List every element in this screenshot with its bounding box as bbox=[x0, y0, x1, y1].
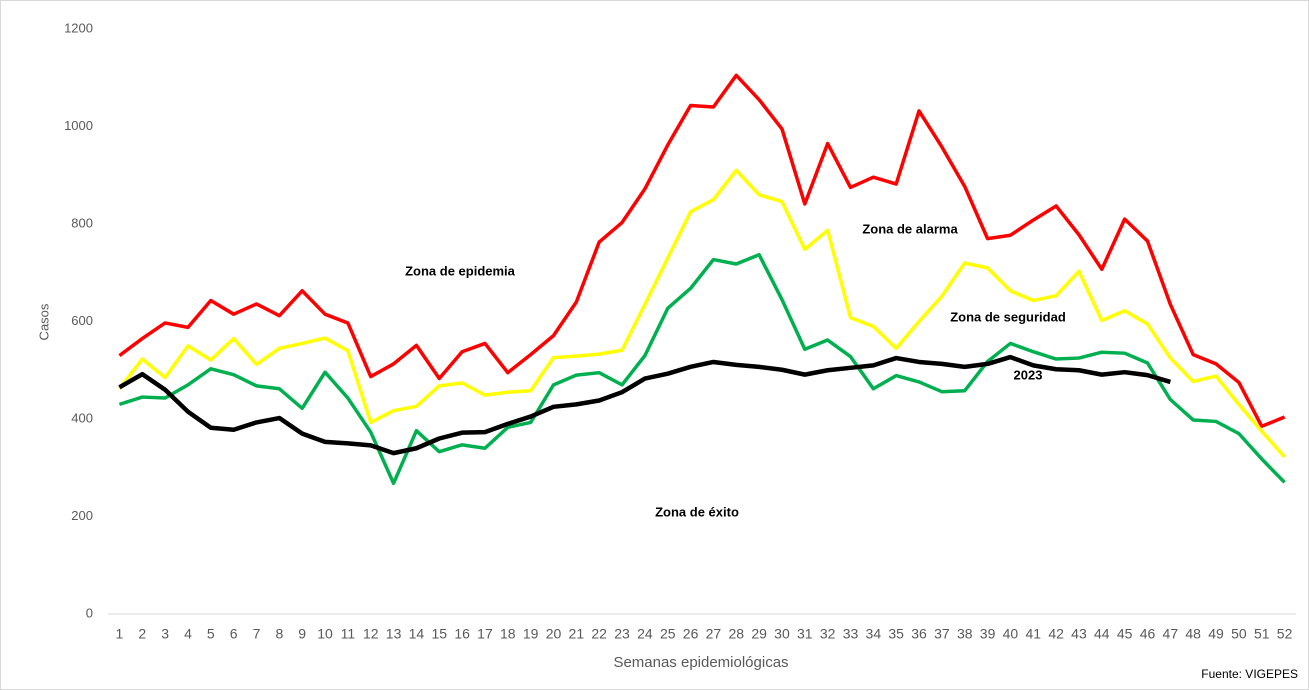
annotation: Zona de éxito bbox=[655, 504, 739, 519]
x-tick-label: 12 bbox=[363, 626, 379, 642]
x-tick-label: 26 bbox=[683, 626, 699, 642]
x-tick-label: 48 bbox=[1185, 626, 1201, 642]
y-tick-label: 1000 bbox=[64, 118, 93, 133]
x-tick-label: 41 bbox=[1025, 626, 1041, 642]
x-tick-label: 9 bbox=[298, 626, 306, 642]
x-tick-label: 34 bbox=[866, 626, 882, 642]
y-tick-label: 800 bbox=[71, 215, 93, 230]
annotation: Zona de seguridad bbox=[950, 309, 1066, 324]
x-tick-label: 32 bbox=[820, 626, 836, 642]
x-tick-label: 20 bbox=[546, 626, 562, 642]
y-tick-label: 600 bbox=[71, 313, 93, 328]
series-line bbox=[118, 252, 1286, 486]
y-tick-label: 200 bbox=[71, 508, 93, 523]
x-tick-label: 30 bbox=[774, 626, 790, 642]
x-tick-label: 28 bbox=[728, 626, 744, 642]
x-tick-label: 21 bbox=[569, 626, 585, 642]
x-tick-label: 44 bbox=[1094, 626, 1110, 642]
x-tick-label: 19 bbox=[523, 626, 539, 642]
x-tick-label: 29 bbox=[751, 626, 767, 642]
x-tick-label: 36 bbox=[911, 626, 927, 642]
x-tick-label: 45 bbox=[1117, 626, 1133, 642]
x-axis-label: Semanas epidemiológicas bbox=[613, 654, 788, 671]
x-tick-label: 52 bbox=[1277, 626, 1293, 642]
x-tick-label: 47 bbox=[1163, 626, 1179, 642]
x-tick-label: 3 bbox=[161, 626, 169, 642]
x-tick-label: 22 bbox=[591, 626, 607, 642]
x-tick-label: 39 bbox=[980, 626, 996, 642]
annotation: Zona de epidemia bbox=[405, 263, 516, 278]
x-tick-label: 43 bbox=[1071, 626, 1087, 642]
x-tick-label: 7 bbox=[253, 626, 261, 642]
x-tick-label: 10 bbox=[317, 626, 333, 642]
series-line bbox=[118, 73, 1286, 429]
x-tick-label: 8 bbox=[275, 626, 283, 642]
series-line bbox=[118, 354, 1171, 456]
x-tick-label: 35 bbox=[888, 626, 904, 642]
x-tick-label: 2 bbox=[138, 626, 146, 642]
series-line bbox=[118, 168, 1286, 459]
x-tick-label: 25 bbox=[660, 626, 676, 642]
x-tick-label: 5 bbox=[207, 626, 215, 642]
x-tick-label: 24 bbox=[637, 626, 653, 642]
x-tick-label: 23 bbox=[614, 626, 630, 642]
x-tick-label: 42 bbox=[1048, 626, 1064, 642]
x-tick-label: 1 bbox=[116, 626, 124, 642]
x-tick-label: 51 bbox=[1254, 626, 1270, 642]
x-tick-label: 33 bbox=[843, 626, 859, 642]
x-tick-label: 6 bbox=[230, 626, 238, 642]
x-tick-label: 18 bbox=[500, 626, 516, 642]
x-tick-label: 16 bbox=[454, 626, 470, 642]
x-tick-label: 11 bbox=[341, 626, 356, 642]
x-tick-label: 17 bbox=[477, 626, 493, 642]
x-tick-label: 40 bbox=[1003, 626, 1019, 642]
x-tick-label: 31 bbox=[797, 626, 813, 642]
x-tick-label: 4 bbox=[184, 626, 192, 642]
x-tick-label: 14 bbox=[409, 626, 425, 642]
y-tick-label: 400 bbox=[71, 410, 93, 425]
x-tick-label: 46 bbox=[1140, 626, 1156, 642]
series-label: 2023 bbox=[1014, 367, 1043, 382]
y-tick-label: 1200 bbox=[64, 20, 93, 35]
source: Fuente: VIGEPES bbox=[1201, 667, 1298, 681]
x-tick-label: 38 bbox=[957, 626, 973, 642]
x-tick-label: 13 bbox=[386, 626, 402, 642]
x-tick-label: 50 bbox=[1231, 626, 1247, 642]
x-tick-label: 49 bbox=[1208, 626, 1224, 642]
x-tick-label: 15 bbox=[431, 626, 447, 642]
x-tick-label: 27 bbox=[706, 626, 722, 642]
x-tick-label: 37 bbox=[934, 626, 950, 642]
y-tick-label: 0 bbox=[86, 605, 93, 620]
y-axis-label: Casos bbox=[36, 303, 51, 340]
annotation: Zona de alarma bbox=[862, 221, 958, 236]
